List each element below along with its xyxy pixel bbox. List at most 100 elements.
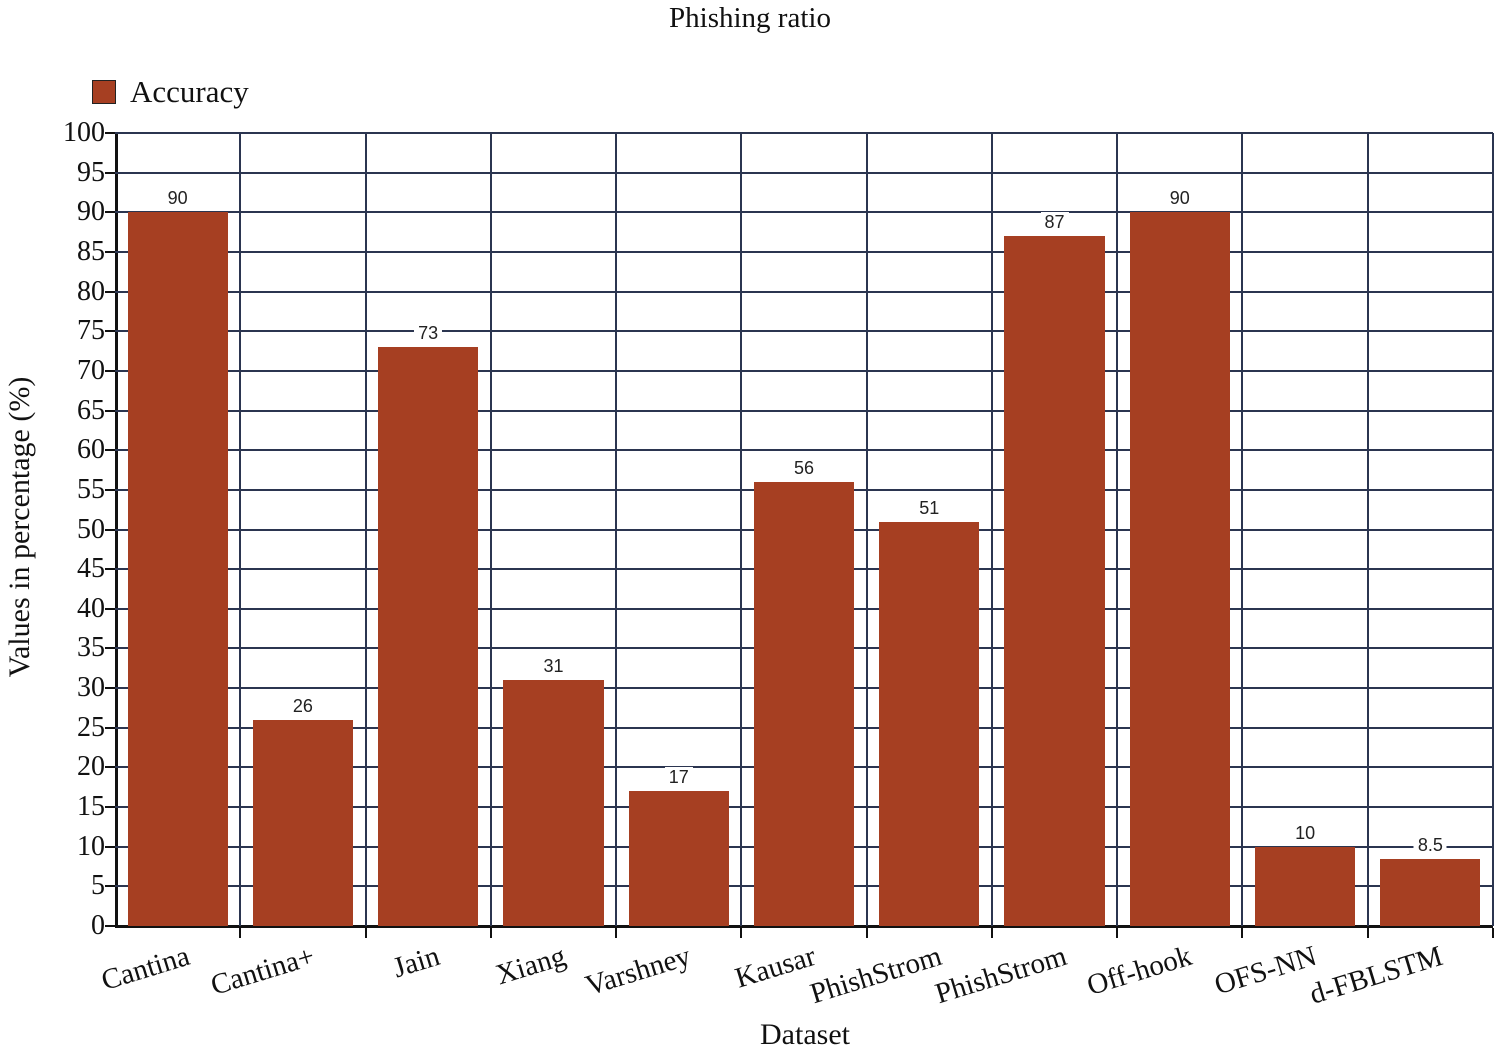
x-tick-label: Cantina (97, 940, 194, 997)
bar-value-label: 90 (163, 188, 192, 209)
bar-cantina (127, 212, 228, 926)
y-tick-mark (105, 211, 115, 214)
y-axis-title: Values in percentage (%) (3, 376, 36, 678)
y-tick-label: 55 (77, 473, 105, 505)
x-tick-mark (615, 928, 618, 938)
gridline-vertical (1366, 133, 1369, 926)
gridline-vertical (865, 133, 868, 926)
x-tick-mark (239, 928, 242, 938)
gridline-vertical (990, 133, 993, 926)
x-tick-mark (1116, 928, 1119, 938)
gridline-vertical (1241, 133, 1244, 926)
y-tick-label: 60 (77, 434, 105, 466)
x-tick-label: OFS-NN (1211, 940, 1321, 1002)
y-tick-mark (105, 687, 115, 690)
x-tick-mark (990, 928, 993, 938)
x-tick-label: Jain (389, 940, 444, 985)
bar-kausar (753, 481, 855, 926)
y-tick-label: 35 (77, 632, 105, 664)
x-tick-mark (489, 928, 492, 938)
bar-value-label: 17 (664, 767, 693, 788)
gridline-vertical (1116, 133, 1119, 926)
y-tick-label: 30 (77, 672, 105, 704)
bar-value-label: 31 (539, 656, 568, 677)
x-tick-label: Cantina+ (207, 940, 319, 1002)
gridline-vertical (489, 133, 492, 926)
bar-off-hook (1129, 212, 1230, 926)
bar-phishstrom (879, 521, 980, 926)
bar-value-label: 56 (789, 457, 819, 478)
gridline-vertical (364, 133, 367, 926)
y-tick-label: 100 (63, 117, 105, 148)
y-tick-mark (105, 845, 115, 848)
gridline-vertical (740, 133, 743, 926)
x-tick-label: d-FBLSTM (1305, 940, 1446, 1011)
y-tick-mark (105, 449, 115, 452)
gridline-horizontal (115, 132, 1493, 134)
y-tick-mark (105, 528, 115, 531)
x-tick-label: Off-hook (1083, 940, 1196, 1002)
bar-varshney (628, 791, 729, 926)
y-tick-mark (105, 885, 115, 888)
x-tick-mark (1241, 928, 1244, 938)
x-axis-line (115, 925, 1493, 928)
bar-value-label: 73 (414, 323, 443, 344)
y-tick-label: 80 (77, 275, 105, 307)
y-tick-label: 95 (77, 156, 105, 188)
gridline-horizontal (115, 369, 1493, 372)
y-tick-label: 90 (77, 196, 105, 228)
x-tick-mark (364, 928, 367, 938)
x-axis-title: Dataset (760, 1018, 850, 1051)
y-tick-mark (105, 806, 115, 809)
legend-swatch-accuracy (92, 80, 116, 104)
y-tick-mark (105, 369, 115, 372)
y-tick-mark (105, 607, 115, 610)
y-tick-label: 0 (91, 910, 105, 941)
y-tick-mark (105, 568, 115, 571)
y-tick-mark (105, 647, 115, 650)
bar-value-label: 90 (1165, 188, 1194, 209)
bar-d-fblstm (1380, 858, 1481, 926)
y-tick-label: 85 (77, 235, 105, 267)
x-tick-mark (740, 928, 743, 938)
bar-value-label: 10 (1291, 822, 1320, 843)
plot-area: 90 26 73 31 17 56 51 87 90 10 8.5 (105, 132, 1494, 938)
y-tick-label: 50 (77, 513, 105, 545)
y-tick-label: 75 (77, 315, 105, 347)
x-tick-mark (1366, 928, 1369, 938)
chart-title: Phishing ratio (669, 2, 831, 34)
y-tick-mark (105, 290, 115, 293)
bar-cantina- (252, 719, 353, 926)
y-tick-mark (105, 925, 115, 927)
y-tick-mark (105, 488, 115, 491)
y-tick-label: 40 (77, 592, 105, 624)
gridline-horizontal (115, 409, 1493, 412)
gridline-horizontal (115, 250, 1493, 253)
y-tick-mark (105, 171, 115, 174)
y-tick-label: 25 (77, 711, 105, 743)
bar-value-label: 87 (1040, 212, 1069, 233)
y-tick-label: 70 (77, 354, 105, 386)
y-tick-mark (105, 132, 115, 134)
gridline-horizontal (115, 171, 1493, 174)
gridline-vertical (615, 133, 618, 926)
bar-phishstrom (1004, 236, 1105, 926)
bar-value-label: 8.5 (1413, 834, 1447, 855)
y-tick-mark (105, 250, 115, 253)
x-tick-label: Varshney (581, 940, 695, 1003)
bar-ofs-nn (1254, 846, 1356, 926)
gridline-horizontal (115, 330, 1493, 333)
x-tick-label: PhishStrom (931, 940, 1071, 1011)
gridline-vertical (1492, 133, 1494, 926)
y-tick-mark (105, 409, 115, 412)
bar-value-label: 51 (915, 497, 944, 518)
legend: Accuracy (92, 74, 249, 110)
gridline-horizontal (115, 211, 1493, 214)
x-tick-label: Kausar (731, 940, 820, 995)
y-tick-label: 45 (77, 553, 105, 585)
x-tick-mark (865, 928, 868, 938)
y-tick-mark (105, 330, 115, 333)
y-tick-label: 65 (77, 394, 105, 426)
y-tick-mark (105, 726, 115, 729)
y-tick-mark (105, 766, 115, 769)
